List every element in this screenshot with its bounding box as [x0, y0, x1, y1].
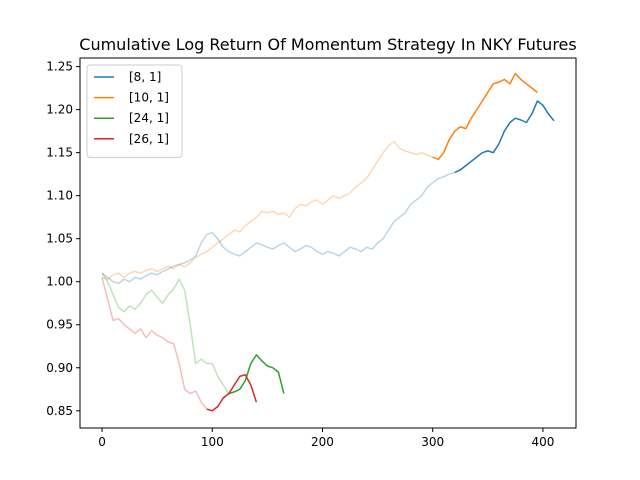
- x-tick-label: 400: [531, 435, 554, 449]
- series-line-24-1: [228, 354, 285, 395]
- series-line-26-1: [206, 373, 258, 412]
- chart-title: Cumulative Log Return Of Momentum Strate…: [79, 35, 576, 54]
- series-line-faded-26-1: [101, 277, 208, 410]
- x-tick-label: 300: [421, 435, 444, 449]
- series-line-faded-8-1: [101, 171, 456, 285]
- series-line-8-1: [454, 100, 555, 174]
- y-tick-label: 1.20: [46, 103, 73, 117]
- legend-label: [10, 1]: [129, 91, 169, 105]
- axes: 0 100 200 300 400 0.85 0.90 0.95 1.00 1.05 1.10 1.1…: [46, 60, 554, 449]
- y-tick-label: 1.00: [46, 275, 73, 289]
- y-tick-label: 1.05: [46, 232, 73, 246]
- plot-frame: [79, 57, 577, 429]
- legend-box: [86, 64, 183, 158]
- x-tick-label: 0: [98, 435, 106, 449]
- legend-label: [24, 1]: [129, 111, 169, 125]
- y-tick-label: 1.25: [46, 60, 73, 74]
- y-tick-label: 1.10: [46, 189, 73, 203]
- legend-label: [26, 1]: [129, 132, 169, 146]
- legend: [8, 1] [10, 1] [24, 1] [26, 1]: [86, 64, 183, 158]
- x-tick-label: 200: [311, 435, 334, 449]
- y-tick-label: 0.95: [46, 318, 73, 332]
- series-lines: [101, 72, 555, 412]
- series-line-faded-24-1: [101, 272, 230, 395]
- series-line-faded-10-1: [101, 140, 433, 280]
- y-tick-label: 0.85: [46, 404, 73, 418]
- series-line-10-1: [432, 72, 538, 161]
- legend-label: [8, 1]: [129, 70, 161, 84]
- x-tick-label: 100: [201, 435, 224, 449]
- y-tick-label: 0.90: [46, 361, 73, 375]
- y-tick-label: 1.15: [46, 146, 73, 160]
